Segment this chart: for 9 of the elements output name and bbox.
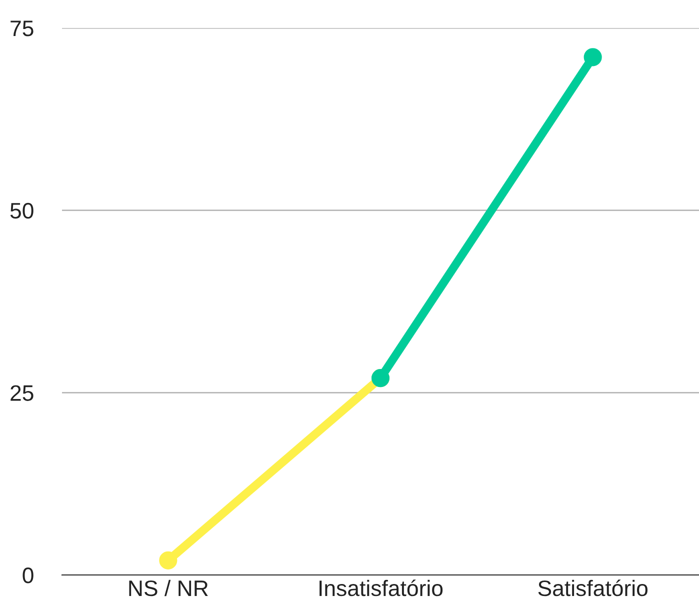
x-tick-label: Insatisfatório <box>320 580 443 596</box>
x-tick-label: NS / NR <box>129 580 208 596</box>
y-tick-label: 75 <box>10 20 34 36</box>
y-tick-label: 25 <box>10 385 34 401</box>
point <box>159 551 178 570</box>
y-tick-label: 50 <box>10 202 34 219</box>
y-tick-label: 0 <box>22 568 34 584</box>
point <box>584 48 602 66</box>
x-tick-label: Satisfatório <box>538 580 648 596</box>
